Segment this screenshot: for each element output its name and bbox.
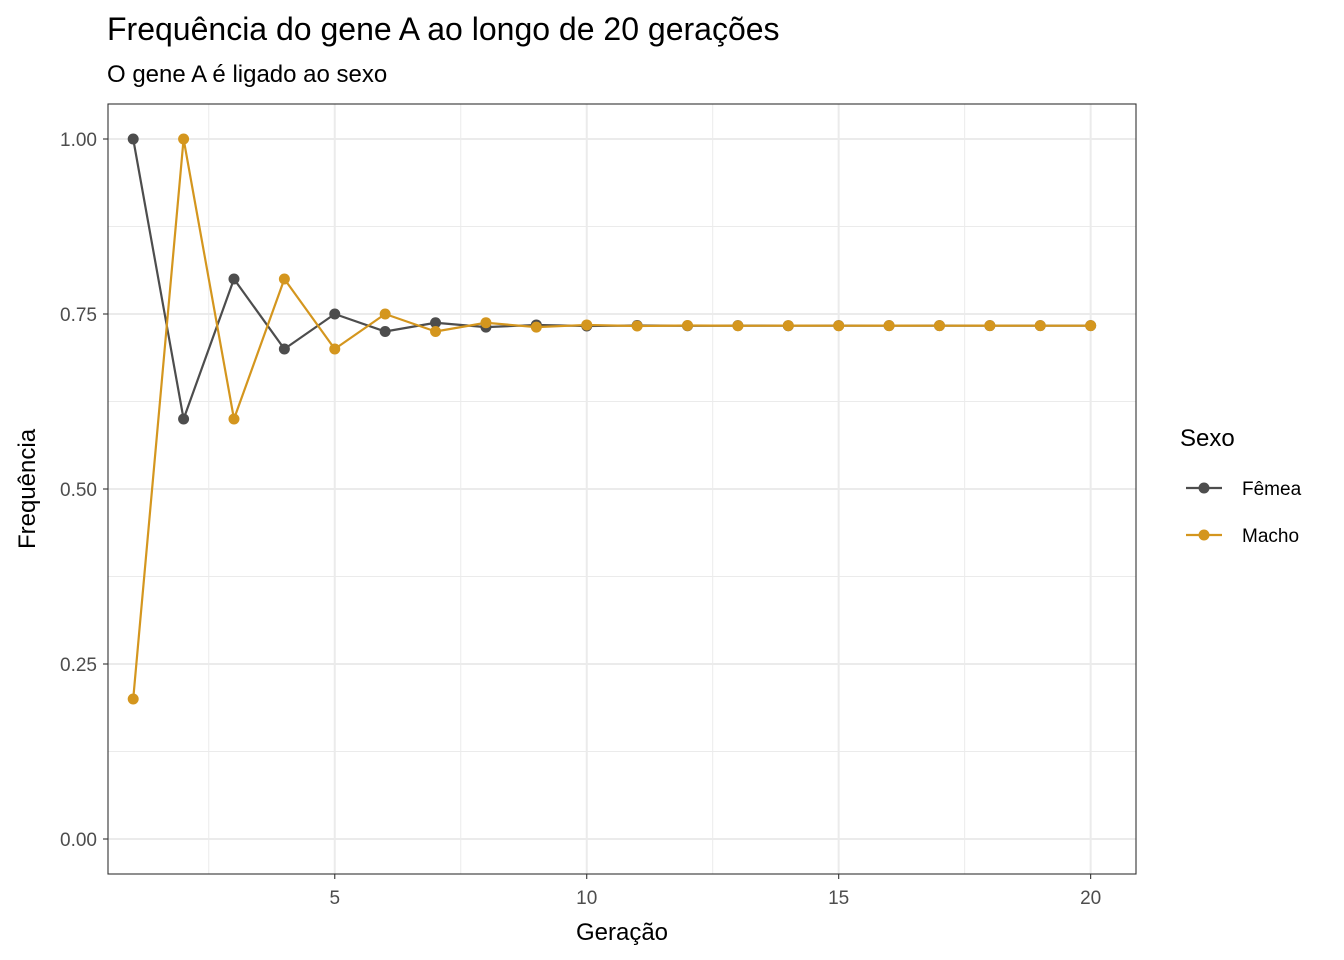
y-axis-title: Frequência bbox=[14, 428, 41, 549]
data-point-macho bbox=[782, 320, 794, 332]
legend-key-point bbox=[1198, 529, 1210, 541]
data-point-macho bbox=[1085, 320, 1097, 332]
data-point-macho bbox=[228, 413, 240, 425]
data-point-femea bbox=[329, 308, 341, 320]
grid-major bbox=[108, 104, 1136, 874]
y-tick-label: 0.50 bbox=[60, 480, 97, 501]
legend-title: Sexo bbox=[1180, 425, 1235, 452]
data-point-macho bbox=[329, 343, 341, 355]
data-point-macho bbox=[127, 693, 139, 705]
series-line-macho bbox=[132, 137, 1091, 700]
data-point-femea bbox=[228, 273, 240, 285]
plot-panel bbox=[107, 103, 1137, 875]
legend-item-femea: Fêmea bbox=[1186, 479, 1302, 500]
legend-label: Macho bbox=[1242, 526, 1299, 547]
series-line-femea bbox=[132, 138, 1091, 421]
series-macho bbox=[127, 133, 1097, 705]
data-point-macho bbox=[833, 320, 845, 332]
data-point-macho bbox=[178, 133, 190, 145]
x-tick-label: 10 bbox=[576, 888, 597, 909]
series-layer bbox=[127, 133, 1097, 705]
legend-item-macho: Macho bbox=[1186, 526, 1299, 547]
grid-minor bbox=[108, 104, 1136, 874]
y-tick-label: 0.25 bbox=[60, 655, 97, 676]
data-point-macho bbox=[379, 308, 391, 320]
x-tick-label: 15 bbox=[828, 888, 849, 909]
data-point-femea bbox=[127, 133, 139, 145]
y-tick-label: 0.75 bbox=[60, 305, 97, 326]
y-tick-label: 1.00 bbox=[60, 130, 97, 151]
x-tick-label: 20 bbox=[1080, 888, 1101, 909]
data-point-femea bbox=[178, 413, 190, 425]
data-point-macho bbox=[682, 319, 694, 331]
x-axis-title: Geração bbox=[576, 919, 668, 946]
data-point-macho bbox=[1034, 320, 1046, 332]
chart-title: Frequência do gene A ao longo de 20 gera… bbox=[107, 11, 780, 47]
y-tick-label: 0.00 bbox=[60, 830, 97, 851]
data-point-macho bbox=[278, 273, 290, 285]
legend-label: Fêmea bbox=[1242, 479, 1302, 500]
x-tick-label: 5 bbox=[329, 888, 340, 909]
y-axis: 0.00 0.25 0.50 0.75 1.00 bbox=[60, 130, 108, 851]
data-point-macho bbox=[933, 320, 945, 332]
series-femea bbox=[127, 133, 1097, 425]
data-point-macho bbox=[883, 320, 895, 332]
data-point-macho bbox=[984, 320, 996, 332]
data-point-macho bbox=[530, 321, 542, 333]
legend: Sexo Fêmea Macho bbox=[1180, 425, 1302, 547]
data-point-macho bbox=[732, 320, 744, 332]
data-point-femea bbox=[379, 326, 391, 337]
data-point-macho bbox=[430, 326, 442, 337]
data-point-macho bbox=[581, 319, 593, 331]
data-point-femea bbox=[430, 317, 442, 329]
x-axis: 5 10 15 20 bbox=[329, 874, 1101, 909]
data-point-femea bbox=[278, 343, 290, 355]
chart-subtitle: O gene A é ligado ao sexo bbox=[107, 61, 387, 88]
data-point-macho bbox=[480, 317, 492, 329]
data-point-macho bbox=[631, 320, 643, 332]
legend-key-point bbox=[1198, 482, 1210, 494]
